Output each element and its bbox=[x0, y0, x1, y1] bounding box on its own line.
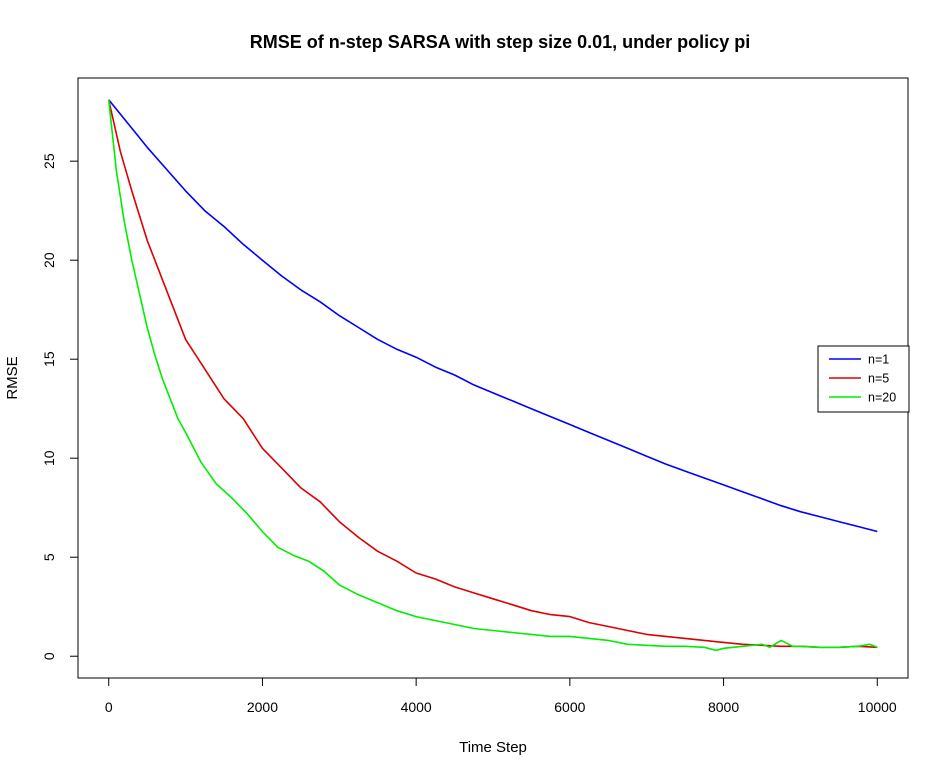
x-axis-label: Time Step bbox=[459, 739, 527, 756]
series-line-n20 bbox=[107, 99, 878, 652]
y-tick-label: 0 bbox=[41, 652, 57, 660]
y-axis-label: RMSE bbox=[4, 356, 21, 399]
x-tick-label: 2000 bbox=[247, 699, 278, 715]
x-tick-label: 8000 bbox=[708, 699, 739, 715]
y-tick-label: 25 bbox=[41, 153, 57, 169]
legend-label: n=20 bbox=[868, 391, 896, 405]
series-line-n5 bbox=[107, 99, 878, 649]
plot-frame bbox=[77, 77, 909, 679]
legend-label: n=5 bbox=[868, 372, 889, 386]
legend-label: n=1 bbox=[868, 353, 889, 367]
legend: n=1 n=5 n=20 bbox=[817, 345, 910, 413]
x-axis: 0 2000 4000 6000 8000 10000 bbox=[105, 678, 897, 715]
x-tick-label: 10000 bbox=[858, 699, 897, 715]
y-tick-label: 20 bbox=[41, 252, 57, 268]
x-tick-label: 0 bbox=[105, 699, 113, 715]
x-tick-label: 6000 bbox=[554, 699, 585, 715]
legend-box bbox=[817, 345, 910, 413]
y-tick-label: 5 bbox=[41, 553, 57, 561]
series-line-n1 bbox=[108, 99, 878, 533]
x-tick-label: 4000 bbox=[401, 699, 432, 715]
chart-title: RMSE of n-step SARSA with step size 0.01… bbox=[250, 32, 750, 52]
y-tick-label: 15 bbox=[41, 351, 57, 367]
y-tick-label: 10 bbox=[41, 450, 57, 466]
series-layer bbox=[107, 99, 878, 652]
y-axis: 0 5 10 15 20 25 bbox=[41, 153, 78, 660]
